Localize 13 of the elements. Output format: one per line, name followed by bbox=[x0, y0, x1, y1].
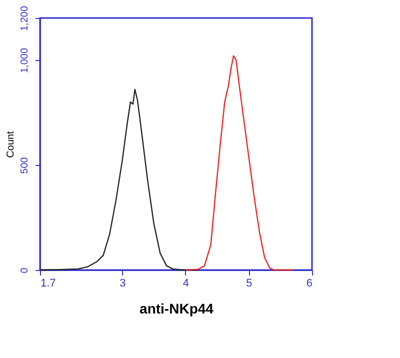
x-tick-label: 3 bbox=[120, 278, 126, 290]
x-tick-label: 4 bbox=[182, 278, 190, 290]
y-axis-title: Count bbox=[6, 130, 16, 158]
y-tick-label: 500 bbox=[20, 156, 30, 174]
x-tick-label: 6 bbox=[306, 278, 312, 290]
line-series bbox=[184, 55, 294, 271]
x-tick-label: 1.7 bbox=[40, 278, 56, 290]
y-tick-label: 0 bbox=[20, 267, 30, 274]
x-tick-label: 5 bbox=[246, 278, 252, 290]
y-tick-label: 1,200 bbox=[20, 6, 30, 32]
y-tick-label: 1,000 bbox=[20, 48, 30, 74]
line-series bbox=[39, 88, 199, 271]
x-axis-title: anti-NKp44 bbox=[140, 300, 214, 316]
